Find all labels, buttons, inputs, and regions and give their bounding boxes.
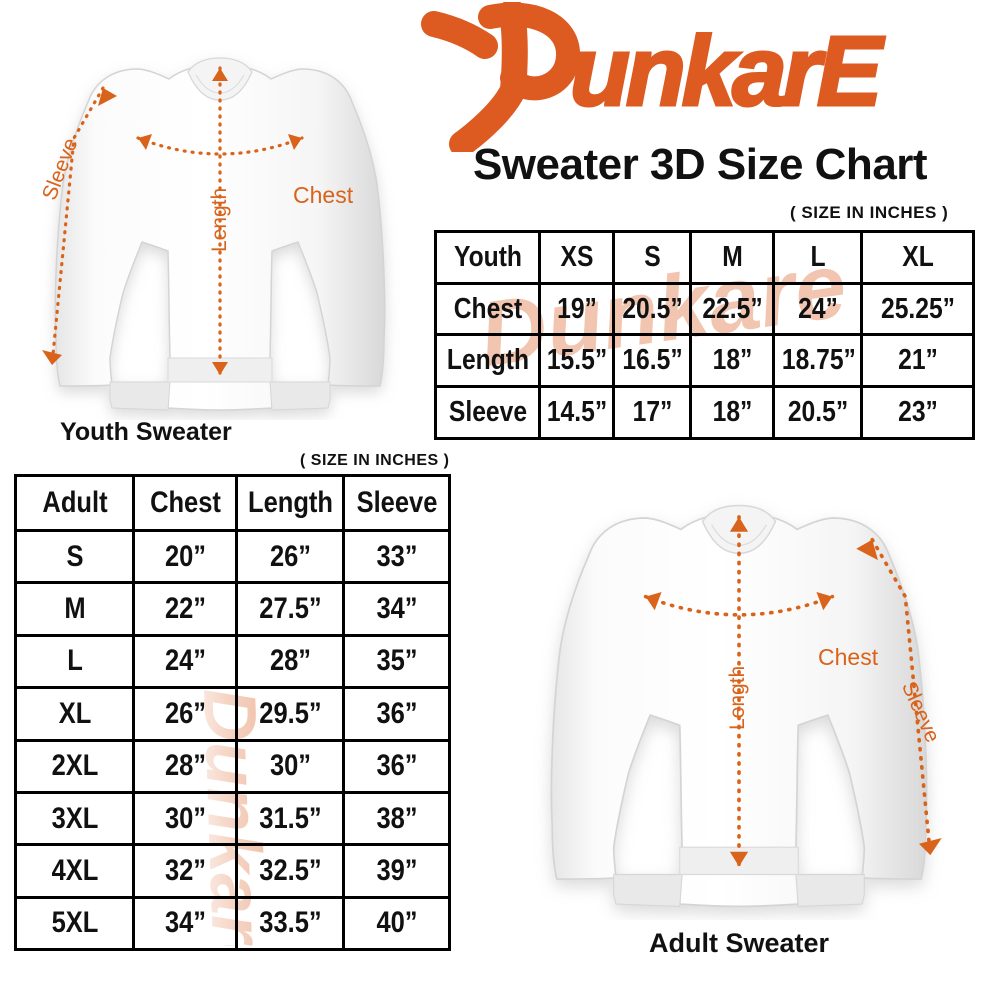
svg-text:unkarE: unkarE — [570, 16, 885, 126]
